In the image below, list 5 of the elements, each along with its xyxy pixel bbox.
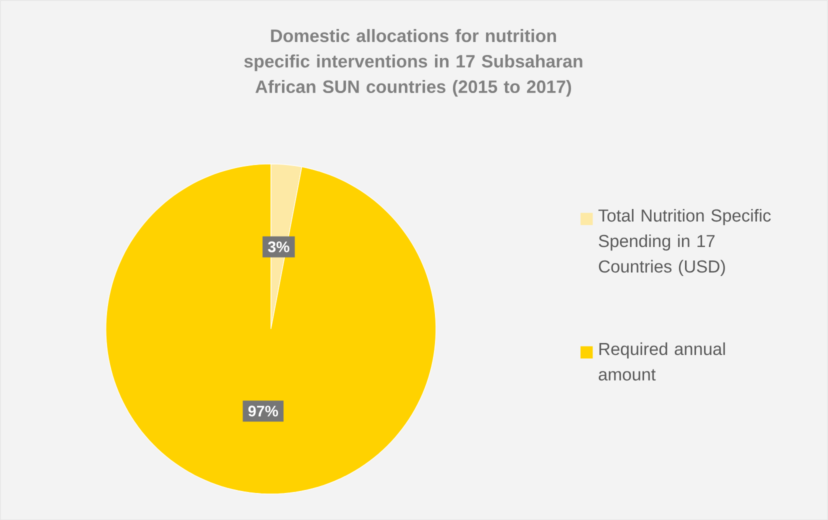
- legend-label: Total Nutrition Specific Spending in 17 Countries (USD): [598, 208, 771, 276]
- chart-title: Domestic allocations for nutrition specific interventions in 17 Subsaharan African SUN countries (2015 to 2017): [244, 28, 582, 96]
- data-label: 3%: [268, 241, 290, 252]
- data-label: 97%: [248, 405, 278, 416]
- legend-label: Required annual amount: [598, 342, 725, 380]
